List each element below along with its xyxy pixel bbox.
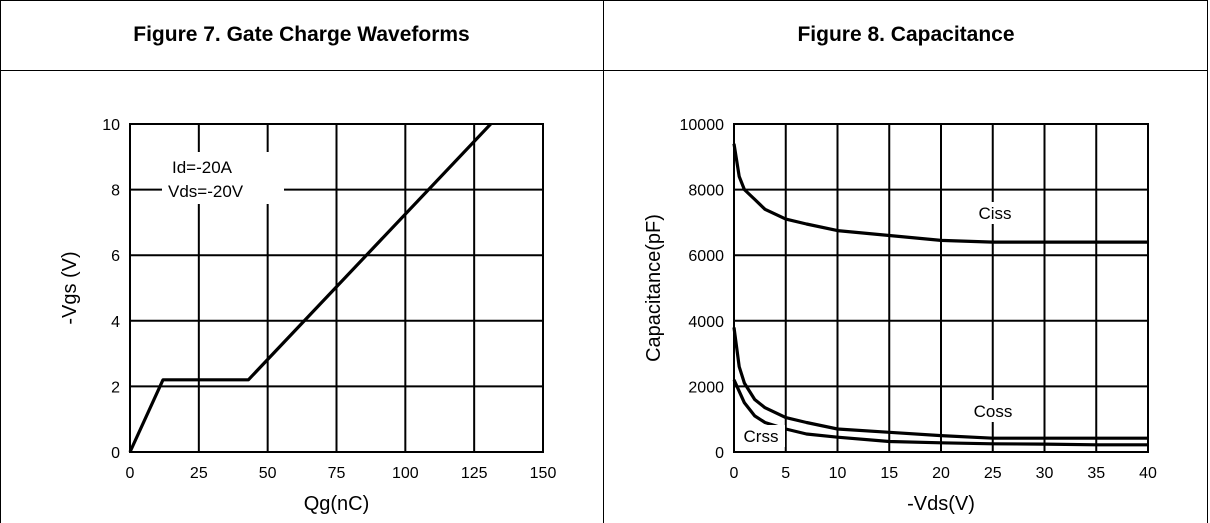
x-tick-label: 150 [530,465,557,482]
x-tick-label: 0 [126,465,135,482]
y-tick-label: 4 [111,314,120,331]
y-tick-label: 2 [111,379,120,396]
series-label-ciss: Ciss [978,204,1011,223]
y-axis-label: -Vgs (V) [59,251,81,324]
panel-divider [603,0,604,523]
y-tick-label: 6 [111,248,120,265]
x-tick-label: 30 [1036,465,1054,482]
x-tick-label: 75 [328,465,346,482]
series-line-series-1 [128,122,492,453]
y-tick-label: 4000 [688,314,724,331]
y-tick-label: 0 [111,445,120,462]
x-tick-label: 15 [880,465,898,482]
series-line-coss [732,327,1148,440]
x-tick-label: 50 [259,465,277,482]
x-tick-label: 35 [1087,465,1105,482]
gate-charge-chart: 0 25 50 75 100 125 150 0 2 4 6 8 10 Qg(nC) -Vgs (V) Id=… [59,117,556,515]
y-tick-label: 2000 [688,379,724,396]
x-tick-label: 25 [190,465,208,482]
capacitance-chart: 0 5 10 15 20 25 30 35 40 0 2000 4000 6000 8000 10000 -V… [643,117,1157,515]
series-label-bg [737,425,785,447]
y-tick-label: 10 [102,117,120,134]
y-axis-label: Capacitance(pF) [643,214,665,362]
chart-title-capacitance: Figure 8. Capacitance [797,23,1015,46]
x-tick-label: 5 [781,465,790,482]
y-tick-label: 0 [715,445,724,462]
x-axis-label: -Vds(V) [907,493,975,515]
series-label-bg [971,202,1019,224]
y-tick-label: 10000 [680,117,725,134]
x-tick-label: 25 [984,465,1002,482]
annotation-vds: Vds=-20V [168,182,244,201]
x-tick-label: 0 [730,465,739,482]
plot-border [129,123,544,453]
x-tick-label: 40 [1139,465,1157,482]
x-axis-label: Qg(nC) [304,493,370,515]
y-tick-label: 6000 [688,248,724,265]
chart-title-gate-charge: Figure 7. Gate Charge Waveforms [133,23,470,46]
y-tick-label: 8000 [688,183,724,200]
y-tick-label: 8 [111,183,120,200]
annotation-id: Id=-20A [172,158,233,177]
annotation-background [162,152,284,204]
series-label-coss: Coss [974,402,1013,421]
x-tick-label: 20 [932,465,950,482]
header-divider [0,70,1208,71]
x-tick-label: 10 [829,465,847,482]
series-line-crss [732,379,1148,447]
x-tick-label: 100 [392,465,419,482]
series-label-bg [965,400,1021,422]
x-tick-label: 125 [461,465,488,482]
series-label-crss: Crss [744,427,779,446]
series-line-ciss [732,143,1148,244]
plot-border [733,123,1149,453]
